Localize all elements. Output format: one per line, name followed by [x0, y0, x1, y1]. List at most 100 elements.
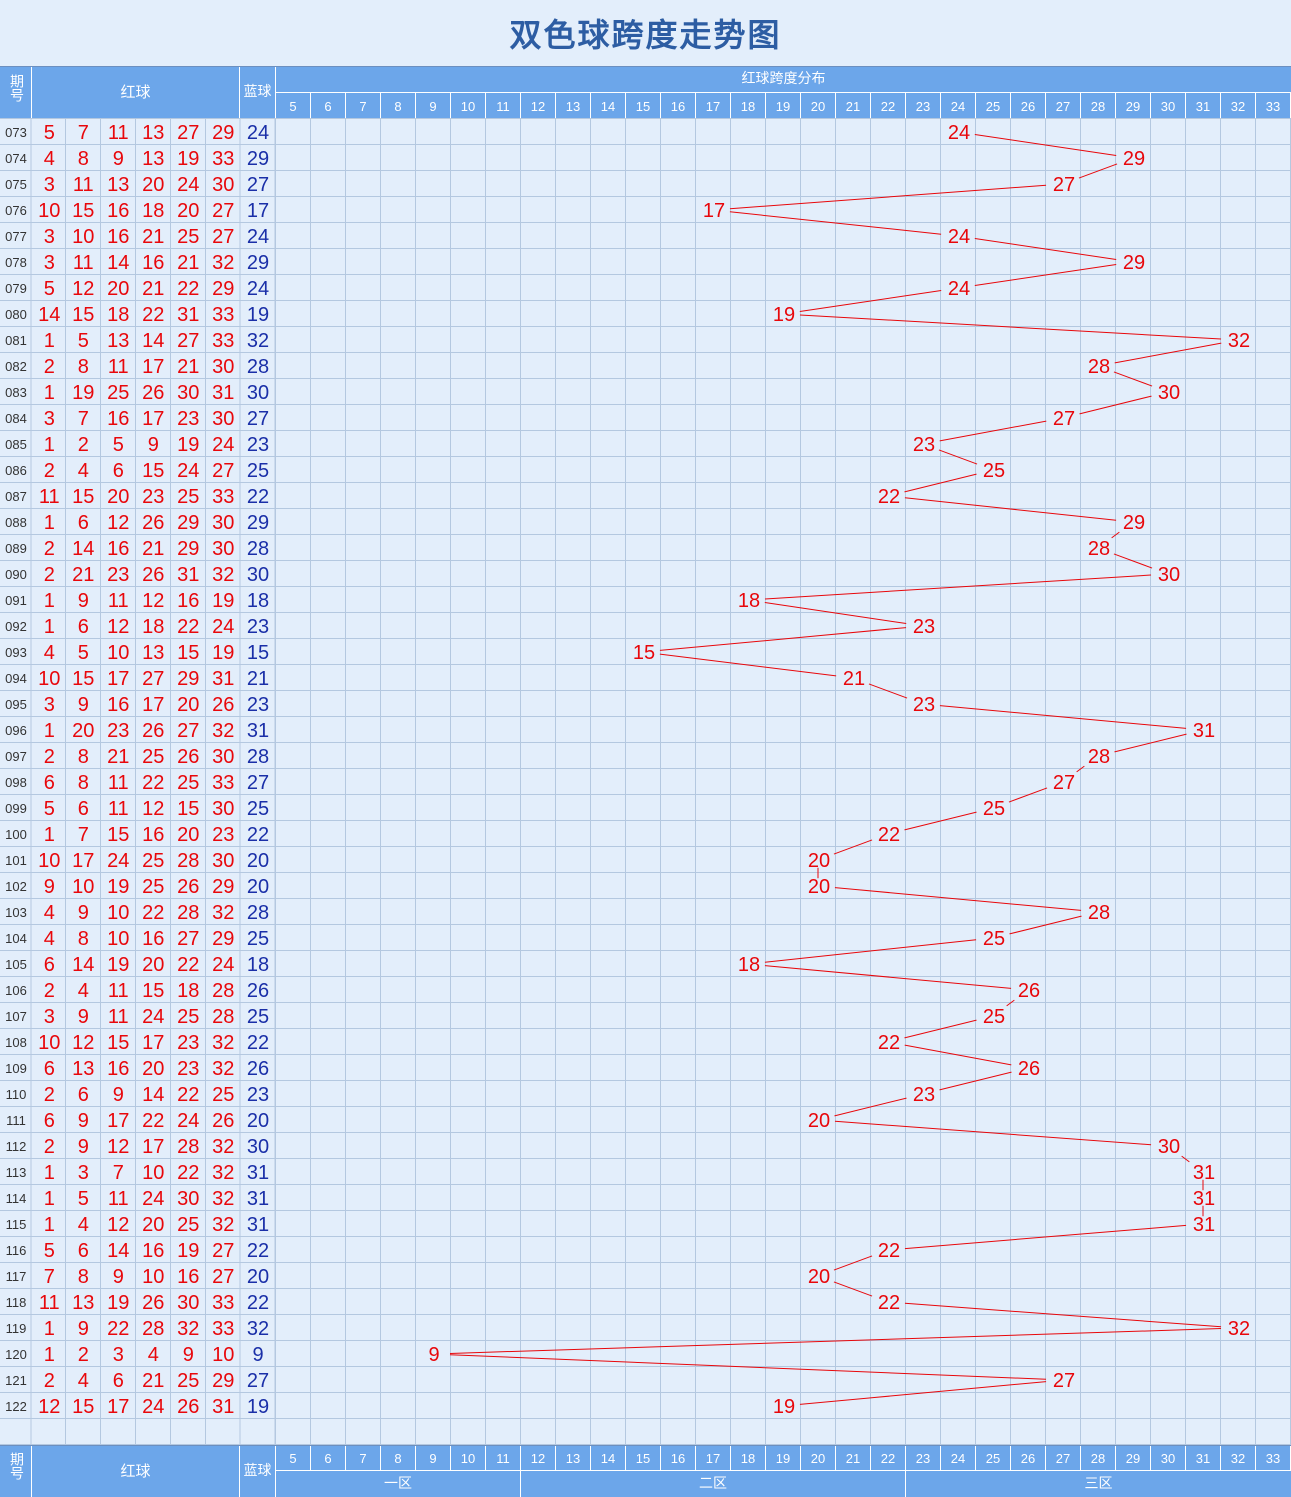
- red-ball-number: 26: [142, 382, 164, 404]
- red-ball-number: 12: [107, 1214, 129, 1236]
- col-footer-cell: [1151, 1445, 1185, 1470]
- trend-line-segment: [939, 705, 1187, 729]
- col-footer-label: 32: [1231, 1451, 1245, 1466]
- red-ball-number: 11: [108, 798, 129, 820]
- blue-ball-number: 19: [247, 1396, 269, 1418]
- red-ball-number: 22: [142, 902, 164, 924]
- col-footer-cell: [1081, 1445, 1115, 1470]
- red-ball-number: 1: [44, 330, 55, 352]
- red-ball-number: 6: [44, 1058, 55, 1080]
- span-data-label: 23: [913, 1084, 935, 1106]
- col-footer-label: 28: [1091, 1451, 1105, 1466]
- col-footer-cell: [276, 1445, 310, 1470]
- col-header-cell: [626, 93, 660, 118]
- red-ball-number: 26: [212, 1110, 234, 1132]
- red-ball-number: 24: [177, 1110, 199, 1132]
- trend-line-segment: [1006, 999, 1015, 1007]
- red-ball-number: 33: [212, 1318, 234, 1340]
- red-ball-number: 7: [113, 1162, 124, 1184]
- red-ball-number: 8: [78, 928, 89, 950]
- issue-number: 115: [6, 1217, 27, 1232]
- issue-number: 098: [5, 775, 27, 790]
- red-ball-number: 21: [177, 356, 199, 378]
- col-footer-label: 14: [601, 1451, 615, 1466]
- blue-ball-number: 27: [247, 1370, 269, 1392]
- trend-line-segment: [1113, 371, 1153, 387]
- footer-issue: 期号: [0, 1445, 31, 1497]
- red-ball-number: 8: [78, 148, 89, 170]
- col-header-cell: [976, 93, 1010, 118]
- red-ball-number: 13: [142, 148, 164, 170]
- issue-number: 094: [5, 671, 27, 686]
- blue-ball-number: 22: [247, 824, 269, 846]
- col-footer-label: 31: [1196, 1451, 1210, 1466]
- red-ball-number: 29: [177, 512, 199, 534]
- col-footer-label: 17: [706, 1451, 720, 1466]
- trend-line-segment: [1009, 915, 1082, 935]
- header-issue-label: 期号: [8, 74, 24, 102]
- footer-blue: 蓝球: [240, 1445, 275, 1497]
- red-ball-number: 2: [44, 1370, 55, 1392]
- issue-number: 102: [5, 879, 27, 894]
- col-footer-label: 23: [916, 1451, 930, 1466]
- blue-ball-number: 29: [247, 512, 269, 534]
- red-ball-number: 11: [108, 980, 129, 1002]
- red-ball-number: 2: [44, 538, 55, 560]
- issue-number: 106: [5, 983, 27, 998]
- issue-number: 075: [5, 177, 27, 192]
- col-header-label: 30: [1161, 99, 1175, 114]
- blue-ball-number: 24: [247, 278, 269, 300]
- red-ball-number: 5: [44, 798, 55, 820]
- col-header-cell: [1151, 93, 1185, 118]
- red-ball-number: 31: [212, 1396, 234, 1418]
- red-ball-number: 30: [212, 538, 234, 560]
- span-data-label: 25: [983, 928, 1005, 950]
- red-ball-number: 9: [78, 1136, 89, 1158]
- red-ball-number: 17: [142, 1032, 164, 1054]
- red-ball-number: 30: [212, 356, 234, 378]
- red-ball-number: 29: [212, 1370, 234, 1392]
- header-distribution-label: 红球跨度分布: [741, 71, 826, 87]
- red-ball-number: 23: [212, 824, 234, 846]
- footer-zone-2: 二区: [521, 1471, 905, 1497]
- red-ball-number: 14: [72, 954, 94, 976]
- red-ball-number: 21: [177, 252, 199, 274]
- red-ball-number: 3: [113, 1344, 124, 1366]
- issue-number: 103: [5, 905, 27, 920]
- blue-ball-number: 27: [247, 772, 269, 794]
- red-ball-number: 2: [44, 746, 55, 768]
- red-ball-number: 30: [177, 1292, 199, 1314]
- col-footer-cell: [1116, 1445, 1150, 1470]
- red-ball-number: 11: [108, 1006, 129, 1028]
- red-ball-number: 15: [107, 1032, 129, 1054]
- blue-ball-number: 28: [247, 356, 269, 378]
- blue-ball-number: 30: [247, 1136, 269, 1158]
- red-ball-number: 2: [44, 564, 55, 586]
- span-data-label: 29: [1123, 148, 1145, 170]
- red-ball-number: 14: [142, 1084, 164, 1106]
- red-ball-number: 4: [78, 1370, 89, 1392]
- span-data-label: 29: [1123, 512, 1145, 534]
- col-footer-label: 11: [496, 1451, 510, 1466]
- trend-line-segment: [1111, 531, 1120, 539]
- red-ball-number: 2: [78, 434, 89, 456]
- span-data-label: 19: [773, 304, 795, 326]
- col-footer-cell: [1221, 1445, 1255, 1470]
- red-ball-number: 21: [142, 1370, 164, 1392]
- red-ball-number: 24: [177, 460, 199, 482]
- blue-ball-number: 15: [247, 642, 269, 664]
- red-ball-number: 22: [142, 772, 164, 794]
- col-header-label: 19: [776, 99, 790, 114]
- col-header-label: 27: [1056, 99, 1070, 114]
- red-ball-number: 17: [142, 356, 164, 378]
- red-ball-number: 23: [177, 1058, 199, 1080]
- col-header-cell: [731, 93, 765, 118]
- col-footer-label: 25: [986, 1451, 1000, 1466]
- span-data-label: 31: [1193, 1188, 1215, 1210]
- blue-ball-number: 31: [247, 1188, 269, 1210]
- red-ball-number: 26: [177, 746, 199, 768]
- red-ball-number: 26: [142, 512, 164, 534]
- red-ball-number: 13: [142, 122, 164, 144]
- red-ball-number: 7: [78, 408, 89, 430]
